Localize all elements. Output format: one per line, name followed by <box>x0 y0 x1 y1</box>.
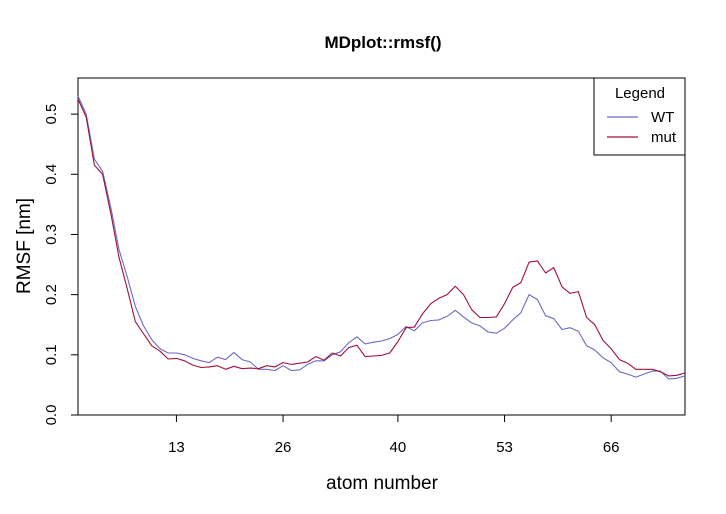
x-tick-label: 13 <box>168 439 185 456</box>
legend: Legend WT mut <box>593 77 686 156</box>
y-tick-label: 0.4 <box>43 164 60 185</box>
y-axis: 0.0 0.1 0.2 0.3 0.4 0.5 <box>43 104 78 426</box>
y-tick-label: 0.3 <box>43 224 60 245</box>
legend-items: WT mut <box>607 109 677 146</box>
chart-title: MDplot::rmsf() <box>324 33 441 52</box>
y-tick-label: 0.5 <box>43 104 60 125</box>
x-tick-label: 26 <box>275 439 292 456</box>
y-axis-label: RMSF [nm] <box>14 198 35 294</box>
x-tick-label: 40 <box>390 439 407 456</box>
series-line-wt <box>77 95 686 380</box>
x-axis-label: atom number <box>326 473 439 494</box>
x-axis: 13 26 40 53 66 <box>168 415 620 456</box>
series-layer <box>77 95 686 380</box>
legend-label-mut: mut <box>651 129 677 146</box>
y-tick-label: 0.2 <box>43 284 60 305</box>
x-tick-label: 53 <box>496 439 513 456</box>
series-line-mut <box>77 98 686 377</box>
y-tick-label: 0.0 <box>43 405 60 426</box>
legend-title: Legend <box>615 85 665 102</box>
plot-frame <box>77 77 686 416</box>
x-tick-label: 66 <box>603 439 620 456</box>
y-tick-label: 0.1 <box>43 344 60 365</box>
legend-label-wt: WT <box>651 109 674 126</box>
